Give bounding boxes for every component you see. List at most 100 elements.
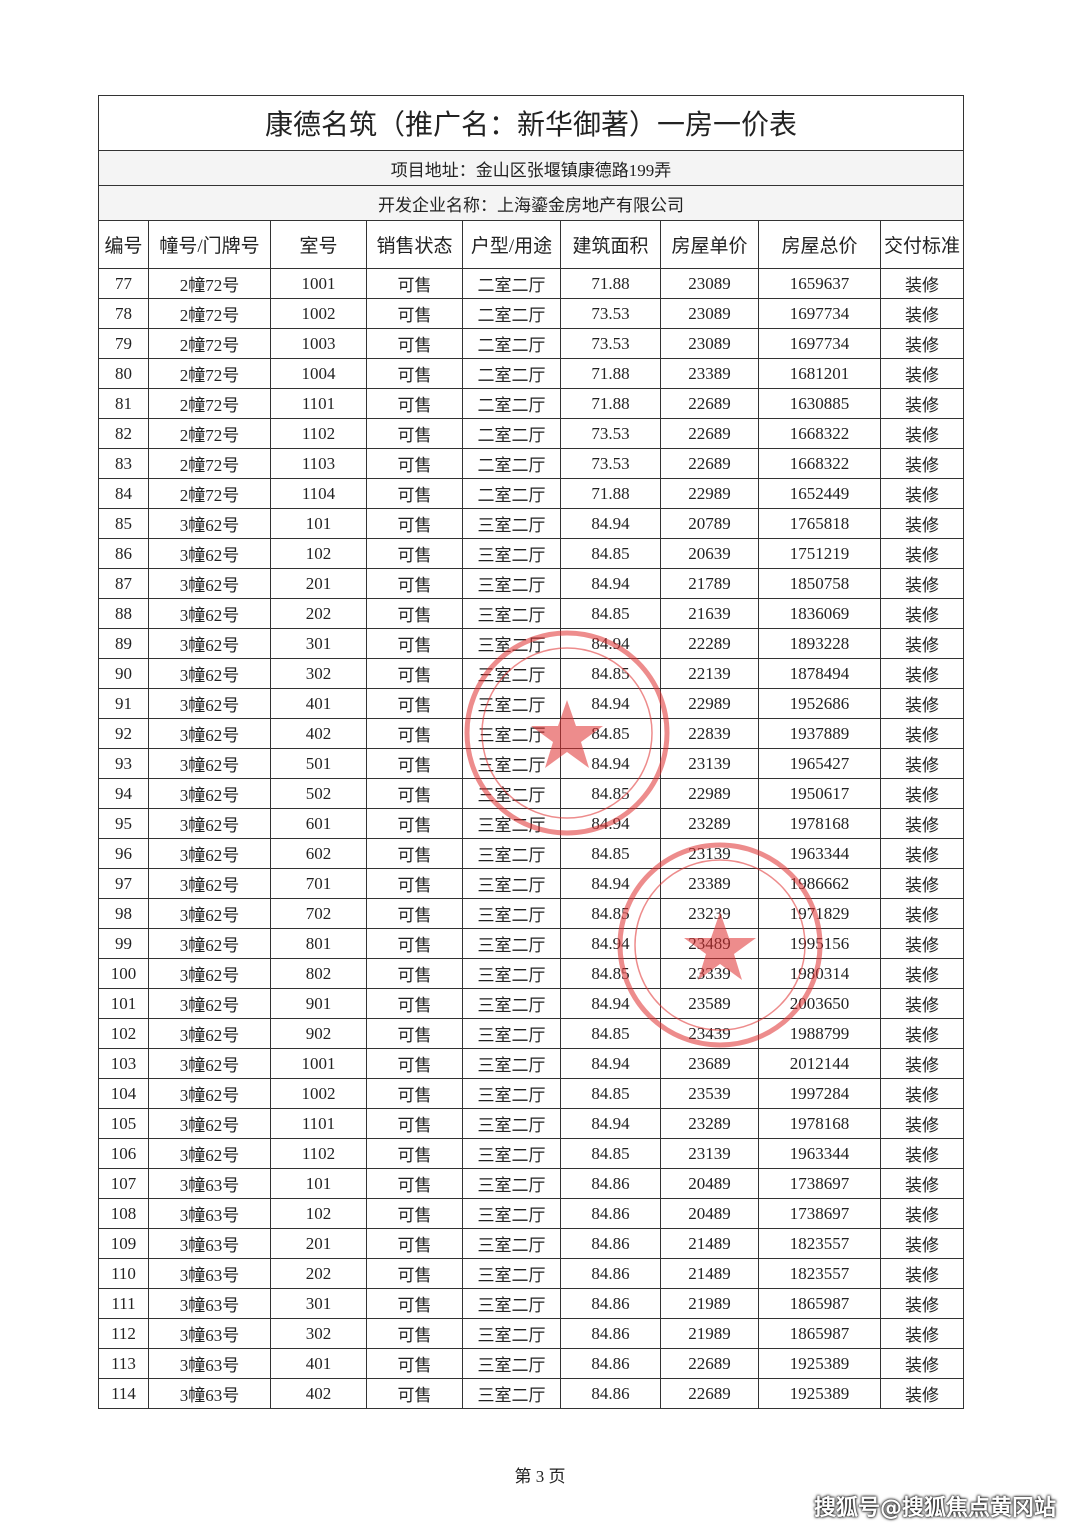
cell: 可售 <box>366 448 463 479</box>
cell: 22839 <box>660 718 759 749</box>
cell: 三室二厅 <box>462 538 561 569</box>
table-row: 93 3幢62号 501 可售 三室二厅 84.94 23139 1965427 装修 <box>98 748 965 779</box>
cell: 73.53 <box>560 328 661 359</box>
cell: 3幢62号 <box>148 628 271 659</box>
cell: 装修 <box>879 418 965 449</box>
cell: 501 <box>270 748 367 779</box>
cell: 可售 <box>366 1168 463 1199</box>
cell: 3幢63号 <box>148 1318 271 1349</box>
cell: 20489 <box>660 1198 759 1229</box>
cell: 99 <box>98 928 149 959</box>
cell: 可售 <box>366 748 463 779</box>
cell: 77 <box>98 268 149 299</box>
cell: 装修 <box>879 1138 965 1169</box>
cell: 二室二厅 <box>462 358 561 389</box>
cell: 1978168 <box>758 1108 881 1139</box>
cell: 三室二厅 <box>462 1108 561 1139</box>
cell: 1103 <box>270 448 367 479</box>
cell: 91 <box>98 688 149 719</box>
cell: 三室二厅 <box>462 1168 561 1199</box>
cell: 202 <box>270 598 367 629</box>
cell: 可售 <box>366 778 463 809</box>
cell: 三室二厅 <box>462 868 561 899</box>
cell: 101 <box>270 508 367 539</box>
table-row: 77 2幢72号 1001 可售 二室二厅 71.88 23089 1659637 装修 <box>98 268 965 299</box>
cell: 84.94 <box>560 868 661 899</box>
table-row: 87 3幢62号 201 可售 三室二厅 84.94 21789 1850758 装修 <box>98 568 965 599</box>
cell: 装修 <box>879 1318 965 1349</box>
cell: 1681201 <box>758 358 881 389</box>
cell: 23589 <box>660 988 759 1019</box>
column-header: 交付标准 <box>879 220 965 269</box>
cell: 84.94 <box>560 808 661 839</box>
cell: 802 <box>270 958 367 989</box>
price-table: 康德名筑（推广名：新华御著）一房一价表 项目地址：金山区张堰镇康德路199弄 开… <box>97 95 965 1409</box>
cell: 三室二厅 <box>462 688 561 719</box>
cell: 84.94 <box>560 988 661 1019</box>
table-row: 83 2幢72号 1103 可售 二室二厅 73.53 22689 1668322 装修 <box>98 448 965 479</box>
cell: 2003650 <box>758 988 881 1019</box>
cell: 可售 <box>366 1318 463 1349</box>
cell: 装修 <box>879 1198 965 1229</box>
cell: 1003 <box>270 328 367 359</box>
cell: 2幢72号 <box>148 388 271 419</box>
cell: 可售 <box>366 1198 463 1229</box>
cell: 二室二厅 <box>462 328 561 359</box>
address: 项目地址：金山区张堰镇康德路199弄 <box>97 150 965 186</box>
cell: 82 <box>98 418 149 449</box>
cell: 可售 <box>366 1018 463 1049</box>
cell: 84.86 <box>560 1198 661 1229</box>
cell: 1630885 <box>758 388 881 419</box>
table-row: 110 3幢63号 202 可售 三室二厅 84.86 21489 1823557 装修 <box>98 1258 965 1289</box>
cell: 20489 <box>660 1168 759 1199</box>
cell: 可售 <box>366 658 463 689</box>
cell: 23289 <box>660 808 759 839</box>
cell: 三室二厅 <box>462 928 561 959</box>
cell: 1102 <box>270 418 367 449</box>
cell: 22989 <box>660 478 759 509</box>
cell: 可售 <box>366 1108 463 1139</box>
cell: 1963344 <box>758 1138 881 1169</box>
table-row: 85 3幢62号 101 可售 三室二厅 84.94 20789 1765818 装修 <box>98 508 965 539</box>
cell: 84.94 <box>560 628 661 659</box>
cell: 21639 <box>660 598 759 629</box>
watermark: 搜狐号@搜狐焦点黄冈站 <box>813 1496 1056 1521</box>
cell: 102 <box>98 1018 149 1049</box>
cell: 可售 <box>366 538 463 569</box>
cell: 105 <box>98 1108 149 1139</box>
title: 康德名筑（推广名：新华御著）一房一价表 <box>97 95 965 151</box>
cell: 1950617 <box>758 778 881 809</box>
cell: 1925389 <box>758 1348 881 1379</box>
cell: 3幢62号 <box>148 988 271 1019</box>
cell: 112 <box>98 1318 149 1349</box>
cell: 二室二厅 <box>462 448 561 479</box>
cell: 1988799 <box>758 1018 881 1049</box>
column-header: 房屋总价 <box>758 220 881 269</box>
cell: 1878494 <box>758 658 881 689</box>
cell: 22989 <box>660 688 759 719</box>
cell: 装修 <box>879 688 965 719</box>
table-row: 90 3幢62号 302 可售 三室二厅 84.85 22139 1878494 装修 <box>98 658 965 689</box>
cell: 81 <box>98 388 149 419</box>
cell: 97 <box>98 868 149 899</box>
cell: 22139 <box>660 658 759 689</box>
cell: 装修 <box>879 1288 965 1319</box>
cell: 22689 <box>660 1378 759 1409</box>
column-header: 销售状态 <box>366 220 463 269</box>
cell: 3幢62号 <box>148 568 271 599</box>
cell: 84.85 <box>560 778 661 809</box>
cell: 2幢72号 <box>148 298 271 329</box>
cell: 3幢62号 <box>148 1108 271 1139</box>
developer: 开发企业名称：上海鎏金房地产有限公司 <box>97 185 965 221</box>
cell: 装修 <box>879 808 965 839</box>
cell: 71.88 <box>560 478 661 509</box>
cell: 三室二厅 <box>462 1378 561 1409</box>
table-row: 81 2幢72号 1101 可售 二室二厅 71.88 22689 1630885 装修 <box>98 388 965 419</box>
cell: 1001 <box>270 1048 367 1079</box>
cell: 可售 <box>366 688 463 719</box>
cell: 94 <box>98 778 149 809</box>
cell: 1738697 <box>758 1198 881 1229</box>
cell: 84.85 <box>560 1138 661 1169</box>
cell: 3幢63号 <box>148 1288 271 1319</box>
cell: 1823557 <box>758 1258 881 1289</box>
